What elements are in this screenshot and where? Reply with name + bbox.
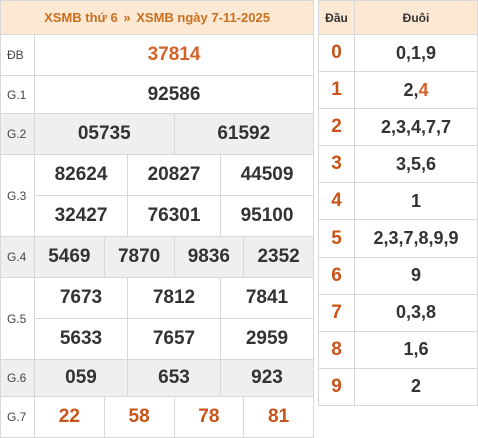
loto-row: 7 0,3,8 <box>318 293 478 332</box>
loto-head: 8 <box>318 330 355 369</box>
prize-value-g3: 20827 <box>127 154 221 196</box>
loto-head: 9 <box>318 367 355 407</box>
prize-value-g5: 7657 <box>127 318 221 360</box>
prize-value-g5: 7673 <box>34 277 128 319</box>
loto-tail: 2,4 <box>354 71 478 110</box>
prize-row-g5: G.5 7673 7812 7841 <box>0 277 314 360</box>
loto-row: 2 2,3,4,7,7 <box>318 108 478 147</box>
loto-row: 4 1 <box>318 182 478 221</box>
loto-tail-highlight: 4 <box>418 79 429 100</box>
loto-head: 6 <box>318 256 355 295</box>
prize-row-g7: G.7 22 58 78 81 <box>0 396 314 438</box>
prize-value-g3: 32427 <box>34 195 128 237</box>
results-table: XSMB thứ 6 » XSMB ngày 7-11-2025 ĐB 3781… <box>0 0 314 438</box>
loto-tail-part: 2, <box>403 79 419 100</box>
prize-label-g3: G.3 <box>0 154 35 237</box>
loto-tail: 1,6 <box>354 330 478 369</box>
prize-row-g3b: 32427 76301 95100 <box>1 195 314 237</box>
loto-tail-header: Đuôi <box>354 0 478 36</box>
prize-value-g4: 2352 <box>243 236 314 278</box>
loto-row: 1 2,4 <box>318 71 478 110</box>
prize-label-db: ĐB <box>0 34 35 76</box>
prize-value-g6: 059 <box>34 359 128 397</box>
prize-value-g3: 44509 <box>220 154 314 196</box>
prize-value-g3: 95100 <box>220 195 314 237</box>
loto-tail: 9 <box>354 256 478 295</box>
loto-tail: 2 <box>354 367 478 407</box>
prize-value-g6: 653 <box>127 359 221 397</box>
header-separator: » <box>123 10 131 25</box>
prize-label-g7: G.7 <box>0 396 35 438</box>
loto-head: 0 <box>318 34 355 73</box>
loto-row: 0 0,1,9 <box>318 34 478 73</box>
prize-value-g5: 7841 <box>220 277 314 319</box>
prize-value-g7: 58 <box>103 396 175 438</box>
header-link-weekday[interactable]: XSMB thứ 6 <box>44 10 118 25</box>
prize-label-g4: G.4 <box>0 236 35 278</box>
loto-row: 8 1,6 <box>318 330 478 369</box>
loto-head: 3 <box>318 145 355 184</box>
prize-row-g2: G.2 05735 61592 <box>0 113 314 155</box>
results-header: XSMB thứ 6 » XSMB ngày 7-11-2025 <box>0 0 314 35</box>
loto-row: 6 9 <box>318 256 478 295</box>
prize-label-g2: G.2 <box>0 113 35 155</box>
loto-tail: 2,3,4,7,7 <box>354 108 478 147</box>
prize-row-g4: G.4 5469 7870 9836 2352 <box>0 236 314 278</box>
prize-value-g7: 22 <box>34 396 105 438</box>
prize-value-g7: 78 <box>173 396 245 438</box>
prize-row-g3: G.3 82624 20827 44509 <box>0 154 314 237</box>
prize-value-g4: 7870 <box>103 236 175 278</box>
prize-value-g5: 7812 <box>127 277 221 319</box>
loto-row: 3 3,5,6 <box>318 145 478 184</box>
prize-value-g1: 92586 <box>34 75 314 114</box>
loto-row: 5 2,3,7,8,9,9 <box>318 219 478 258</box>
prize-label-g6: G.6 <box>0 359 35 397</box>
prize-value-g2: 61592 <box>173 113 314 155</box>
prize-row-g1: G.1 92586 <box>0 75 314 114</box>
prize-value-g5: 5633 <box>34 318 128 360</box>
prize-value-g5: 2959 <box>220 318 314 360</box>
loto-table: Đầu Đuôi 0 0,1,9 1 2,4 2 2,3,4,7,7 3 3,5… <box>318 0 478 407</box>
prize-label-g5: G.5 <box>0 277 35 360</box>
prize-value-g4: 9836 <box>173 236 245 278</box>
loto-tail: 2,3,7,8,9,9 <box>354 219 478 258</box>
loto-head: 4 <box>318 182 355 221</box>
loto-head: 5 <box>318 219 355 258</box>
prize-value-db: 37814 <box>34 34 314 76</box>
prize-value-g6: 923 <box>220 359 314 397</box>
prize-row-g6: G.6 059 653 923 <box>0 359 314 397</box>
prize-value-g2: 05735 <box>34 113 175 155</box>
loto-tail: 1 <box>354 182 478 221</box>
prize-value-g7: 81 <box>243 396 314 438</box>
prize-label-g1: G.1 <box>0 75 35 114</box>
loto-head: 7 <box>318 293 355 332</box>
prize-row-db: ĐB 37814 <box>0 34 314 76</box>
prize-value-g4: 5469 <box>34 236 105 278</box>
loto-tail: 3,5,6 <box>354 145 478 184</box>
loto-head: 2 <box>318 108 355 147</box>
header-link-date[interactable]: XSMB ngày 7-11-2025 <box>136 10 270 25</box>
prize-value-g3: 82624 <box>34 154 128 196</box>
loto-head: 1 <box>318 71 355 110</box>
prize-row-g5b: 5633 7657 2959 <box>1 318 314 360</box>
loto-tail: 0,3,8 <box>354 293 478 332</box>
loto-tail: 0,1,9 <box>354 34 478 73</box>
loto-head-header: Đầu <box>318 0 355 36</box>
prize-value-g3: 76301 <box>127 195 221 237</box>
loto-row: 9 2 <box>318 367 478 407</box>
